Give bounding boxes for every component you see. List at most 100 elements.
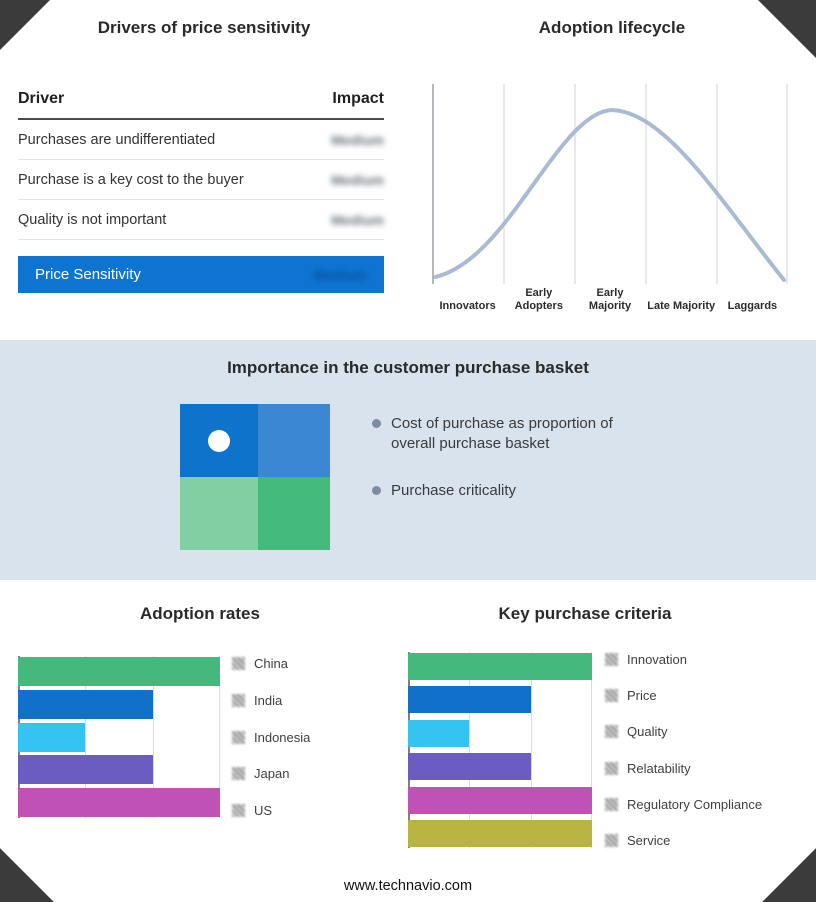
price-sensitivity-bar: Price Sensitivity Medium bbox=[18, 256, 384, 293]
gridline bbox=[152, 656, 154, 818]
legend-label: India bbox=[254, 692, 283, 708]
col-driver: Driver bbox=[18, 90, 65, 107]
lifecycle-chart: Innovators Early Adopters Early Majority… bbox=[432, 84, 788, 313]
bar-china bbox=[18, 657, 220, 686]
legend-label: US bbox=[254, 803, 273, 818]
basket-section: Importance in the customer purchase bask… bbox=[0, 340, 816, 580]
legend-swatch-blurred bbox=[605, 725, 618, 739]
price-sensitivity-label: Price Sensitivity bbox=[35, 266, 141, 283]
lifecycle-title: Adoption lifecycle bbox=[538, 18, 686, 37]
driver-label: Purchase is a key cost to the buyer bbox=[18, 172, 244, 188]
website-url: www.technavio.com bbox=[343, 878, 473, 894]
adoption-rates-chart: Adoption rates China India Indonesia J bbox=[0, 580, 400, 860]
bar-innovation bbox=[408, 653, 592, 680]
bar-india bbox=[18, 689, 153, 719]
bar-indonesia bbox=[18, 722, 86, 752]
bar-japan bbox=[18, 755, 153, 785]
bar-regulatory-compliance bbox=[408, 786, 592, 814]
driver-label: Purchases are undifferentiated bbox=[18, 132, 216, 148]
quadrant-graphic bbox=[180, 404, 330, 550]
legend-swatch-blurred bbox=[605, 797, 618, 811]
impact-value-blurred: Medium bbox=[331, 212, 384, 228]
stage-label: Laggards bbox=[727, 300, 778, 313]
stage-label: Late Majority bbox=[647, 300, 716, 313]
quadrant-bottom-right bbox=[258, 477, 330, 550]
legend-swatch-blurred bbox=[605, 653, 618, 666]
drivers-title: Drivers of price sensitivity bbox=[97, 18, 311, 37]
legend-item: Innovation bbox=[605, 652, 762, 667]
stage-label: Innovators bbox=[439, 300, 496, 313]
legend-label: Relatability bbox=[627, 760, 691, 776]
legend-label: Regulatory Compliance bbox=[627, 796, 763, 812]
legend-swatch-blurred bbox=[232, 693, 245, 707]
adoption-rates-legend: China India Indonesia Japan US bbox=[232, 656, 310, 818]
basket-content: Cost of purchase as proportion of overal… bbox=[180, 404, 627, 550]
legend-item: Quality bbox=[605, 724, 762, 739]
bars bbox=[18, 656, 220, 818]
gridline bbox=[85, 656, 87, 818]
bar-service bbox=[408, 819, 592, 847]
quadrant-bottom-left bbox=[180, 477, 258, 550]
legend-swatch-blurred bbox=[232, 657, 245, 670]
quadrant-top-left bbox=[180, 404, 258, 477]
legend-swatch-blurred bbox=[605, 689, 618, 703]
legend-label: Indonesia bbox=[254, 729, 311, 745]
gridline bbox=[469, 652, 471, 848]
legend-item: Indonesia bbox=[232, 730, 310, 745]
purchase-criteria-title: Key purchase criteria bbox=[498, 604, 672, 623]
stage-label: Early Adopters bbox=[514, 287, 563, 313]
quadrant-marker-dot bbox=[208, 429, 230, 452]
legend-label: Price bbox=[627, 688, 657, 704]
legend-item: India bbox=[232, 693, 310, 708]
bar-relatability bbox=[408, 753, 531, 781]
legend-swatch-blurred bbox=[232, 804, 245, 817]
legend-label: Japan bbox=[254, 766, 290, 782]
bullet-icon bbox=[372, 485, 381, 495]
bottom-section: Adoption rates China India Indonesia J bbox=[0, 580, 816, 902]
legend-label: Innovation bbox=[627, 652, 687, 667]
legend-label: Quality bbox=[627, 724, 668, 740]
drivers-table: Driver Impact Purchases are undifferenti… bbox=[18, 90, 384, 293]
legend-item: US bbox=[232, 803, 310, 818]
table-row: Purchase is a key cost to the buyer Medi… bbox=[18, 160, 384, 200]
stage-label: Early Majority bbox=[588, 287, 632, 313]
bell-curve-path bbox=[433, 107, 786, 282]
legend-swatch-blurred bbox=[232, 730, 245, 744]
table-row: Purchases are undifferentiated Medium bbox=[18, 120, 384, 160]
bar-quality bbox=[408, 719, 470, 747]
legend-item: China bbox=[232, 656, 310, 671]
bar-price bbox=[408, 686, 531, 714]
adoption-rates-title: Adoption rates bbox=[140, 604, 260, 623]
impact-value-blurred: Medium bbox=[314, 266, 367, 283]
gridline bbox=[530, 652, 532, 848]
bullet-icon bbox=[372, 419, 381, 428]
purchase-criteria-chart: Key purchase criteria Innovation Price bbox=[400, 580, 816, 860]
drivers-panel: Drivers of price sensitivity Driver Impa… bbox=[0, 0, 408, 340]
bars bbox=[408, 652, 592, 848]
basket-title: Importance in the customer purchase bask… bbox=[227, 358, 589, 377]
table-row: Quality is not important Medium bbox=[18, 200, 384, 240]
adoption-rates-plot bbox=[18, 656, 220, 818]
impact-value-blurred: Medium bbox=[331, 132, 384, 148]
col-impact: Impact bbox=[332, 90, 384, 107]
legend-swatch-blurred bbox=[232, 767, 245, 781]
lifecycle-stage-labels: Innovators Early Adopters Early Majority… bbox=[432, 287, 788, 313]
legend-label: China bbox=[254, 656, 288, 671]
driver-label: Quality is not important bbox=[18, 212, 167, 228]
bullet-item: Purchase criticality bbox=[372, 481, 627, 501]
y-axis-line bbox=[408, 652, 410, 848]
drivers-table-header: Driver Impact bbox=[18, 90, 384, 120]
legend-swatch-blurred bbox=[605, 761, 618, 775]
legend-item: Service bbox=[605, 833, 762, 848]
basket-bullets: Cost of purchase as proportion of overal… bbox=[330, 404, 627, 550]
quadrant-top-right bbox=[258, 404, 330, 477]
bell-curve-svg bbox=[432, 84, 788, 284]
legend-item: Regulatory Compliance bbox=[605, 797, 762, 812]
gridline bbox=[219, 656, 220, 818]
bullet-text: Purchase criticality bbox=[391, 481, 517, 499]
bullet-item: Cost of purchase as proportion of overal… bbox=[372, 414, 627, 455]
top-section: Drivers of price sensitivity Driver Impa… bbox=[0, 0, 816, 340]
legend-item: Relatability bbox=[605, 761, 762, 776]
legend-item: Price bbox=[605, 688, 762, 703]
